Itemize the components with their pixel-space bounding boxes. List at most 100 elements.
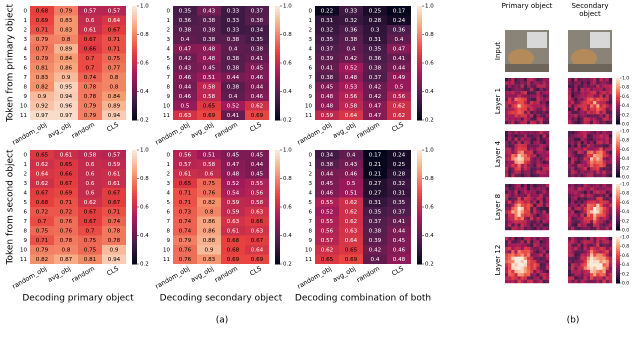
cell-label: 0.51: [203, 75, 216, 81]
y-tick-label: 1: [309, 18, 313, 24]
heat-cell: [315, 235, 339, 245]
y-tick-label: 10: [163, 247, 170, 253]
attention-patch: [505, 203, 509, 208]
attention-patch: [605, 131, 610, 135]
attention-patch: [583, 203, 588, 208]
attention-patch: [530, 117, 534, 121]
heat-cell: [339, 110, 363, 120]
attention-patch: [571, 237, 575, 241]
heat-cell: [387, 15, 411, 25]
attention-patch: [542, 94, 547, 98]
heat-cell: [387, 207, 411, 217]
attention-patch: [596, 104, 600, 108]
y-tick-label: 7: [309, 219, 313, 225]
attention-patch: [580, 223, 584, 227]
attention-patch: [536, 250, 540, 254]
heat-cell: [363, 159, 387, 169]
attention-patch: [596, 107, 600, 112]
attention-patch: [599, 190, 603, 195]
attention-patch: [520, 173, 525, 178]
cell-label: 0.67: [60, 181, 73, 187]
attention-patch: [574, 207, 578, 211]
attention-patch: [599, 134, 603, 138]
heat-cell: [339, 169, 363, 179]
colorbar-segment: [616, 158, 620, 161]
colorbar-segment: [616, 82, 620, 85]
attention-patch: [608, 210, 613, 214]
attention-patch: [505, 226, 509, 231]
colorbar-segment: [275, 161, 280, 165]
attention-patch: [520, 101, 525, 105]
attention-patch: [523, 87, 528, 92]
colorbar-segment: [417, 54, 422, 58]
attention-patch: [605, 154, 610, 158]
attention-patch: [536, 107, 540, 112]
colorbar-tick-label: 0.6: [283, 205, 292, 211]
colorbar-segment: [417, 192, 422, 197]
attention-patch: [520, 237, 525, 241]
attention-patch: [514, 197, 518, 201]
attention-patch: [580, 187, 584, 191]
attention-patch: [530, 81, 534, 85]
attention-patch: [545, 160, 550, 165]
attention-patch: [508, 117, 512, 121]
heat-cell: [363, 44, 387, 54]
colorbar-segment: [616, 266, 620, 269]
attention-patch: [523, 140, 528, 145]
attention-patch: [586, 279, 591, 284]
attention-patch: [539, 243, 543, 248]
attention-patch: [517, 97, 521, 102]
attention-patch: [593, 140, 597, 145]
cell-label: 0.78: [84, 84, 97, 90]
x-tick-label: random_obj: [296, 264, 333, 290]
attention-patch: [580, 81, 584, 85]
attention-patch: [599, 279, 603, 284]
colorbar-segment: [275, 158, 280, 162]
attention-patch: [511, 104, 515, 108]
attention-patch: [542, 246, 547, 251]
colorbar-tick-label: 0.0: [622, 175, 629, 181]
attention-patch: [608, 263, 613, 267]
attention-patch: [514, 144, 518, 148]
attention-patch: [520, 154, 525, 158]
heat-cell: [78, 245, 102, 255]
y-tick-label: 0: [309, 8, 313, 14]
attention-patch: [571, 266, 575, 271]
attention-patch: [533, 279, 537, 284]
colorbar-segment: [417, 63, 422, 67]
attention-patch: [602, 266, 606, 271]
attention-patch: [602, 276, 606, 280]
attention-patch: [511, 279, 515, 284]
attention-patch: [608, 140, 613, 145]
colorbar-segment: [417, 68, 422, 73]
attention-patch: [508, 243, 512, 248]
heat-cell: [197, 63, 221, 73]
attention-patch: [580, 110, 584, 115]
attention-patch: [586, 147, 591, 151]
attention-patch: [530, 260, 534, 264]
attention-patch: [583, 266, 588, 271]
attention-patch: [596, 144, 600, 148]
attention-patch: [520, 144, 525, 148]
attention-patch: [508, 240, 512, 244]
attention-patch: [580, 273, 584, 277]
attention-patch: [590, 243, 594, 248]
attention-patch: [536, 87, 540, 92]
heat-cell: [102, 91, 126, 101]
attention-patch: [580, 207, 584, 211]
attention-patch: [523, 250, 528, 254]
attention-patch: [539, 157, 543, 161]
attention-patch: [605, 160, 610, 165]
attention-patch: [539, 203, 543, 208]
attention-patch: [583, 273, 588, 277]
y-tick-label: 10: [163, 103, 170, 109]
attention-patch: [596, 140, 600, 145]
attention-patch: [571, 117, 575, 121]
cell-label: 0.58: [203, 94, 216, 100]
cell-label: 0.61: [108, 171, 121, 177]
attention-patch: [545, 207, 550, 211]
attention-patch: [514, 200, 518, 204]
attention-patch: [590, 273, 594, 277]
attention-patch: [583, 216, 588, 221]
attention-patch: [605, 223, 610, 227]
